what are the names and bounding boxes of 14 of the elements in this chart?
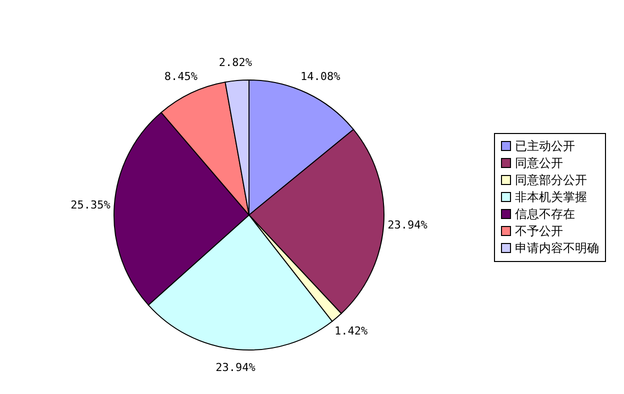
legend-label: 信息不存在 (515, 206, 575, 222)
legend-label: 非本机关掌握 (515, 188, 587, 206)
legend-label: 同意部分公开 (515, 172, 587, 188)
data-label: 23.94% (216, 360, 256, 374)
legend-label: 不予公开 (515, 222, 563, 240)
data-label: 8.45% (164, 70, 198, 84)
data-label: 2.82% (218, 56, 252, 70)
data-label: 14.08% (300, 70, 341, 84)
data-label: 25.35% (70, 198, 111, 212)
legend-label: 已主动公开 (515, 138, 575, 154)
legend-label: 申请内容不明确 (515, 240, 599, 256)
legend-label: 同意公开 (515, 154, 563, 172)
data-label: 23.94% (388, 218, 428, 232)
data-label: 1.42% (334, 324, 368, 338)
